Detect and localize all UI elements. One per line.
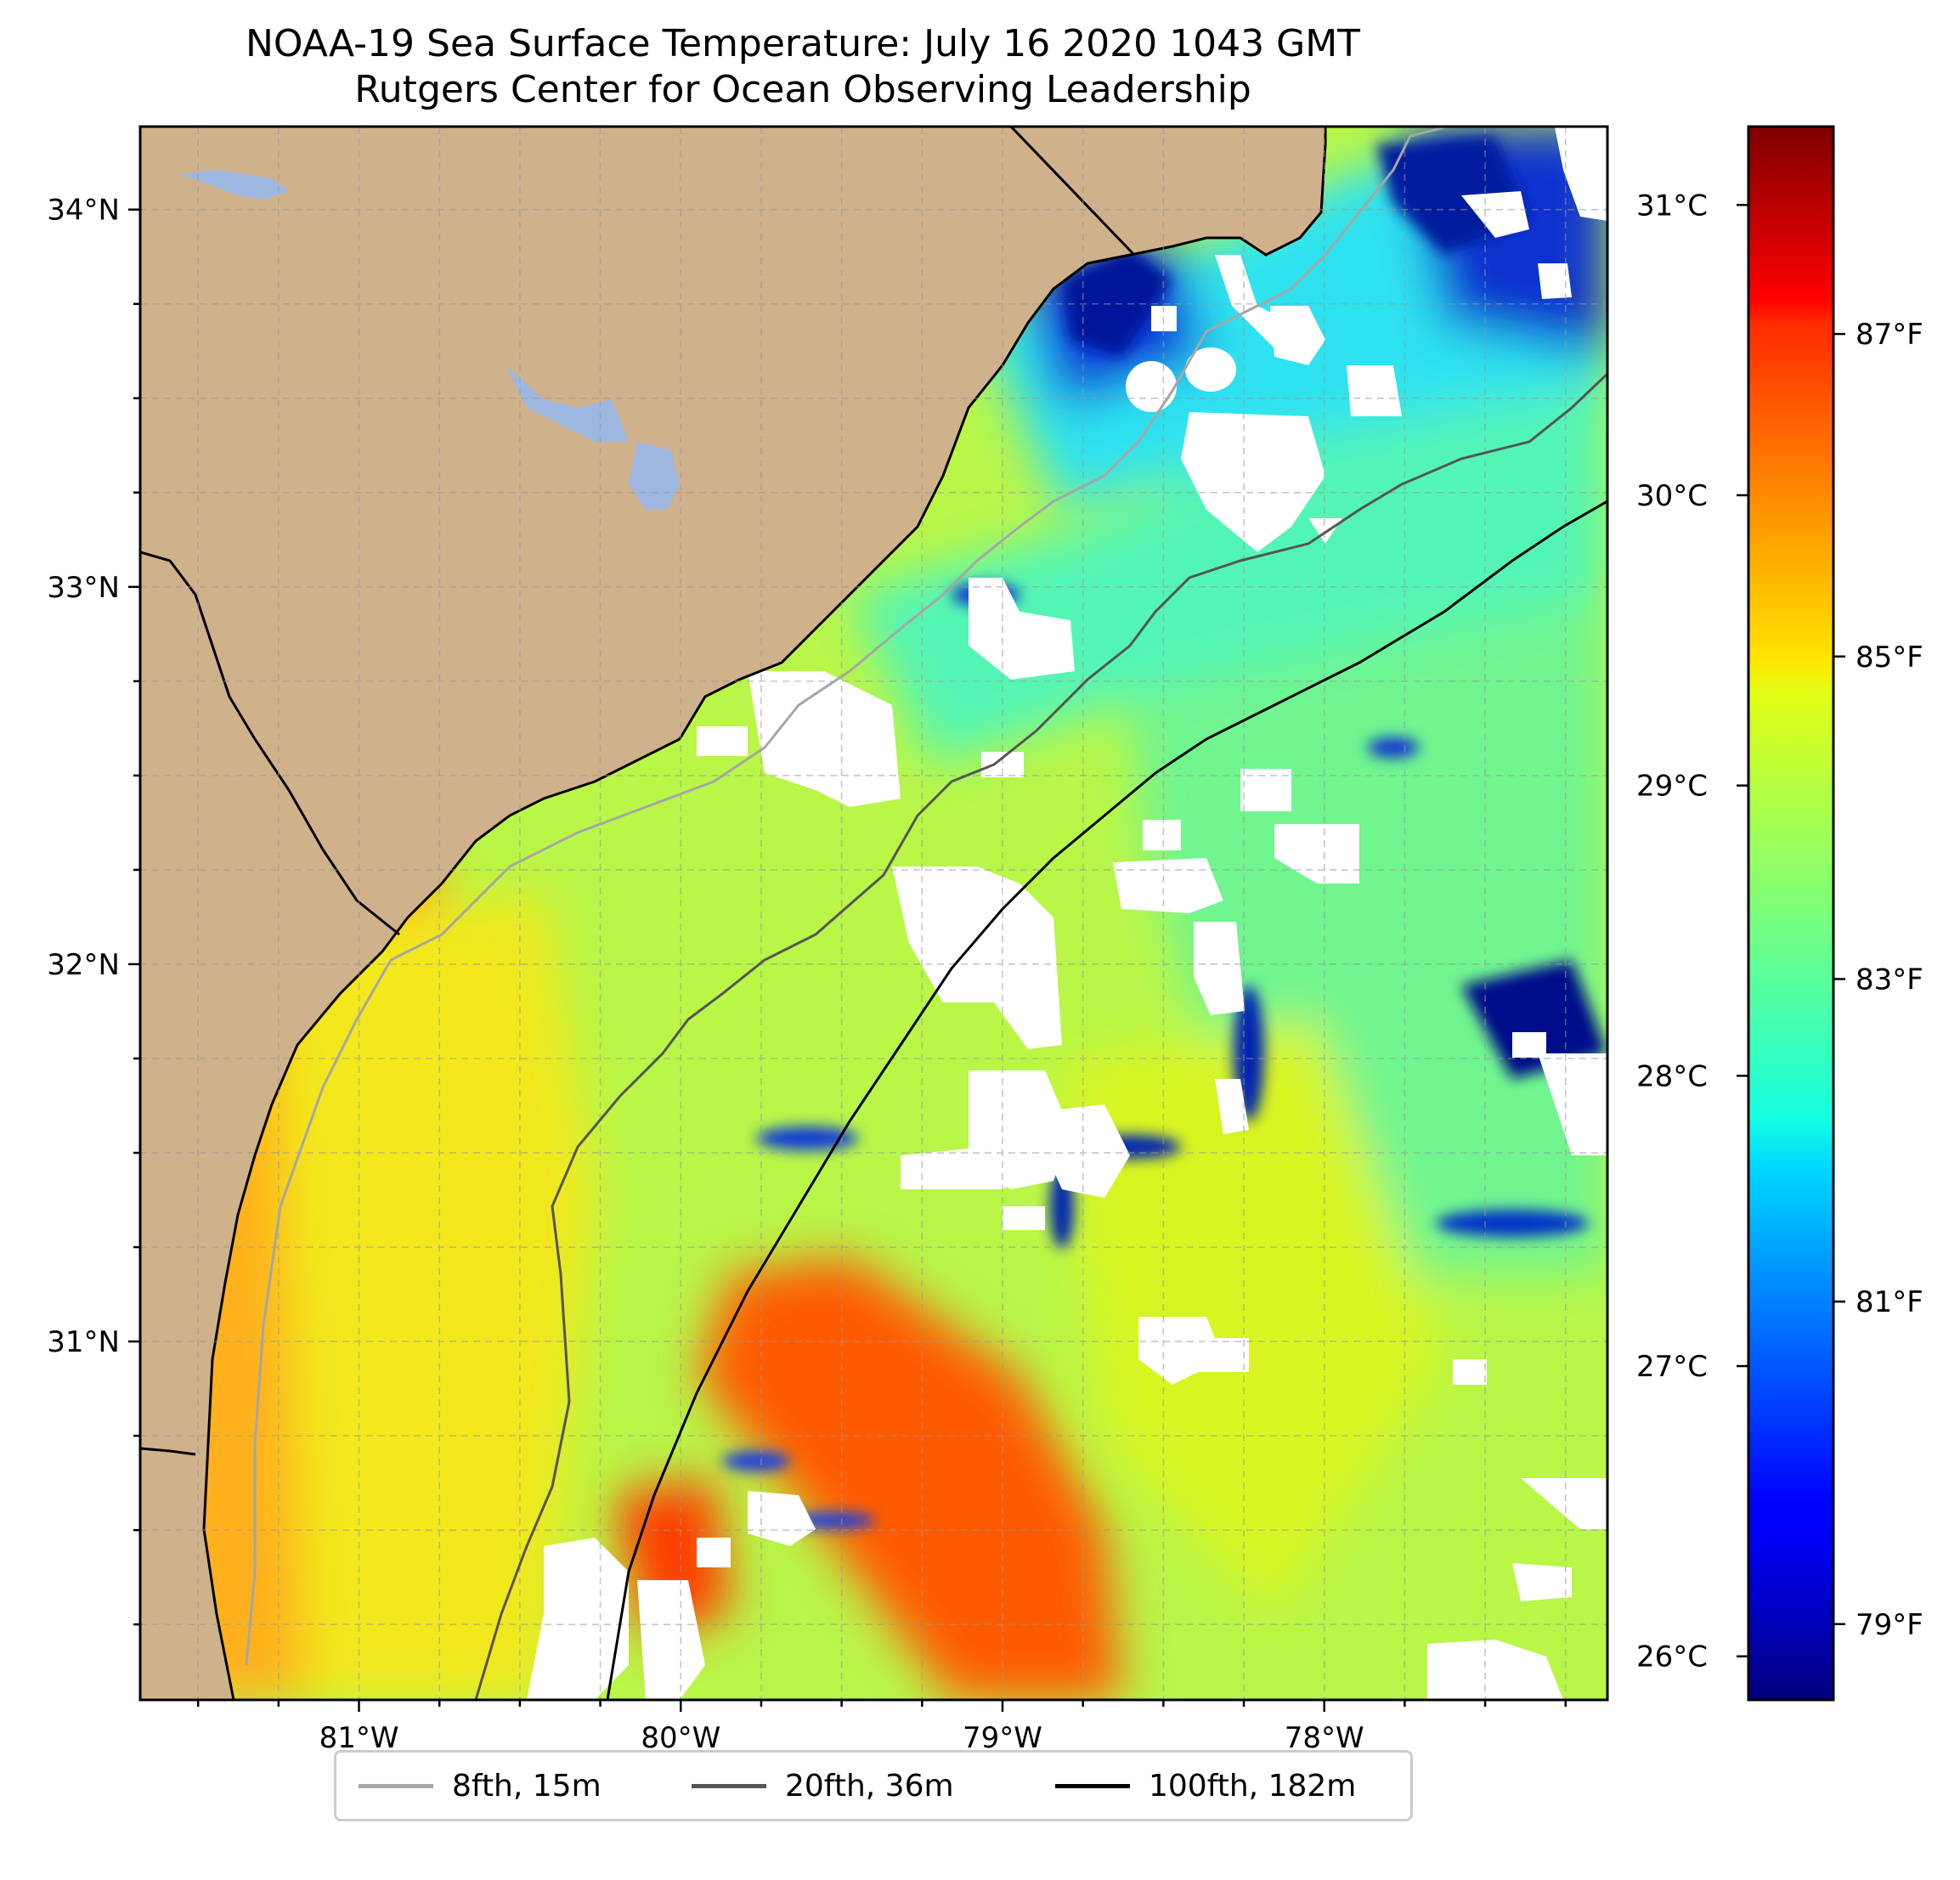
colorbar-axis: 26°C 27°C 28°C 29°C 30°C 31°C 79°F 81°F 83°F 85°F… bbox=[1636, 189, 1923, 1674]
celsius-tick-label: 28°C bbox=[1636, 1059, 1708, 1093]
fahrenheit-tick-label: 87°F bbox=[1856, 318, 1923, 352]
cloud-mask bbox=[527, 127, 1607, 1700]
legend-swatch-100fth bbox=[1055, 1783, 1130, 1788]
legend-item-20fth: 20fth, 36m bbox=[692, 1753, 954, 1819]
legend-swatch-20fth bbox=[692, 1783, 766, 1788]
celsius-tick-label: 27°C bbox=[1636, 1350, 1708, 1384]
isobath-20fth bbox=[474, 372, 1607, 1700]
offshore-yellow bbox=[1062, 1019, 1444, 1614]
fahrenheit-tick-label: 79°F bbox=[1856, 1608, 1923, 1642]
map-axes: 31°N 32°N 33°N 34°N 81°W 80°W 79°W 78°W bbox=[47, 194, 1567, 1755]
colorbar bbox=[1747, 125, 1835, 1702]
lon-tick-label: 78°W bbox=[1285, 1721, 1364, 1755]
lon-tick-label: 79°W bbox=[963, 1721, 1042, 1755]
lat-tick-label: 31°N bbox=[47, 1325, 120, 1359]
lon-tick-label: 81°W bbox=[319, 1721, 399, 1755]
celsius-tick-label: 26°C bbox=[1636, 1640, 1708, 1674]
map-title-line2: Rutgers Center for Ocean Observing Leade… bbox=[354, 68, 1251, 111]
legend-label-100fth: 100fth, 182m bbox=[1149, 1768, 1357, 1804]
isobath-100fth bbox=[606, 500, 1607, 1700]
legend-item-8fth: 8fth, 15m bbox=[359, 1753, 602, 1819]
sst-pattern bbox=[161, 127, 1607, 1700]
fahrenheit-tick-label: 81°F bbox=[1856, 1285, 1923, 1319]
celsius-tick-label: 31°C bbox=[1636, 189, 1708, 223]
fahrenheit-tick-label: 83°F bbox=[1856, 963, 1923, 996]
isobath-legend: 8fth, 15m 20fth, 36m 100fth, 182m bbox=[334, 1750, 1413, 1821]
warm-filament bbox=[697, 1257, 1121, 1700]
state-border-sc-ga bbox=[140, 550, 400, 936]
lake-marion bbox=[506, 365, 629, 442]
legend-label-8fth: 8fth, 15m bbox=[452, 1768, 602, 1804]
isobath-8fth bbox=[245, 127, 1445, 1666]
inner-shelf-yellow bbox=[272, 892, 595, 1700]
lat-tick-label: 34°N bbox=[47, 194, 120, 228]
lat-tick-label: 33°N bbox=[47, 571, 120, 605]
map-title-line1: NOAA-19 Sea Surface Temperature: July 16… bbox=[245, 22, 1361, 65]
lake-north bbox=[178, 170, 289, 200]
celsius-tick-label: 29°C bbox=[1636, 770, 1708, 804]
celsius-tick-label: 30°C bbox=[1636, 479, 1708, 513]
fahrenheit-tick-label: 85°F bbox=[1856, 641, 1923, 675]
land-mass bbox=[140, 127, 1327, 1700]
sst-map bbox=[140, 127, 1607, 1700]
lat-tick-label: 32°N bbox=[47, 948, 120, 982]
state-border-ga-fl bbox=[140, 1447, 196, 1456]
state-border-nc-sc bbox=[1009, 127, 1136, 257]
legend-label-20fth: 20fth, 36m bbox=[785, 1768, 954, 1804]
lon-tick-label: 80°W bbox=[641, 1721, 720, 1755]
map-frame bbox=[138, 125, 1609, 1702]
map-gridlines bbox=[140, 127, 1607, 1700]
legend-item-100fth: 100fth, 182m bbox=[1055, 1753, 1356, 1819]
legend-swatch-8fth bbox=[359, 1783, 433, 1788]
